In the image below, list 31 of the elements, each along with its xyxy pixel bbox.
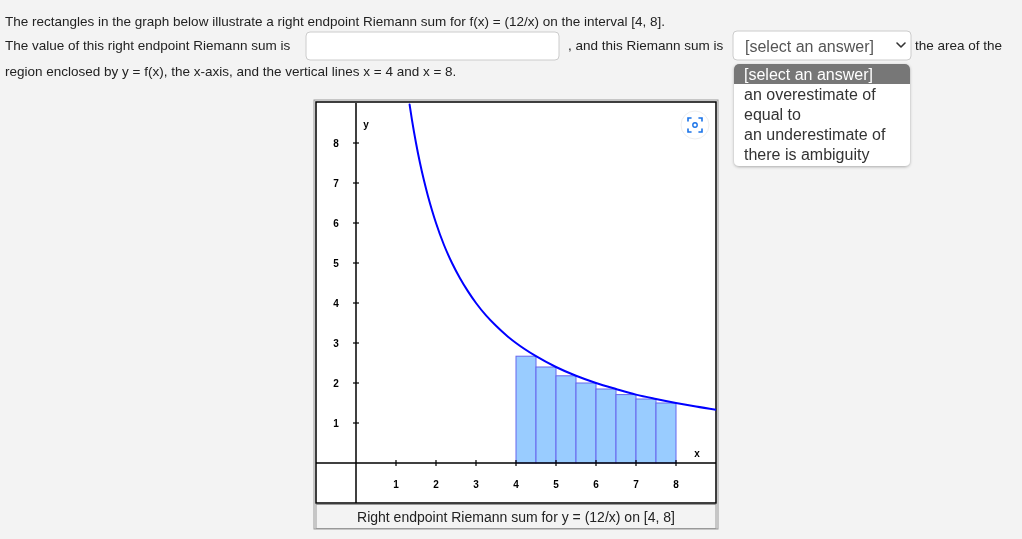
y-tick-label: 3: [333, 338, 340, 349]
y-tick-label: 6: [333, 218, 340, 229]
x-tick-label: 4: [513, 479, 520, 490]
x-tick-label: 5: [553, 479, 560, 490]
text: The value of this right endpoint Riemann sum is: [5, 38, 291, 53]
x-tick-label: 8: [673, 479, 680, 490]
text: an overestimate of: [744, 85, 877, 103]
y-tick-label: 1: [333, 418, 340, 429]
text: , and this Riemann sum is: [568, 38, 724, 53]
text: [select an answer]: [744, 65, 873, 83]
text: the area of the: [915, 38, 1003, 53]
text: The rectangles in the graph below illustrate a right endpoint Riemann sum for f(x) = (12/x) on the interval [4, 8].: [5, 14, 665, 29]
x-tick-label: 1: [393, 479, 400, 490]
line-series: [408, 103, 716, 411]
x-tick-label: 3: [473, 479, 480, 490]
y-tick-label: 8: [333, 138, 340, 149]
text: region enclosed by y = f(x), the x-axis, and the vertical lines x = 4 and x = 8.: [5, 64, 457, 79]
y-tick-label: 2: [333, 378, 340, 389]
x-tick-label: 2: [433, 479, 440, 490]
y-tick-label: 4: [333, 298, 340, 309]
x-tick-label: 6: [593, 479, 600, 490]
y-tick-label: 5: [333, 258, 340, 269]
text: [select an answer]: [745, 37, 874, 55]
y-axis-title: y: [363, 119, 370, 130]
x-axis-title: x: [694, 448, 701, 459]
text: there is ambiguity: [744, 145, 870, 163]
text: Right endpoint Riemann sum for y = (12/x) on [4, 8]: [357, 509, 675, 525]
y-tick-label: 7: [333, 178, 340, 189]
text: an underestimate of: [744, 125, 886, 143]
text: equal to: [744, 105, 802, 123]
x-tick-label: 7: [633, 479, 640, 490]
